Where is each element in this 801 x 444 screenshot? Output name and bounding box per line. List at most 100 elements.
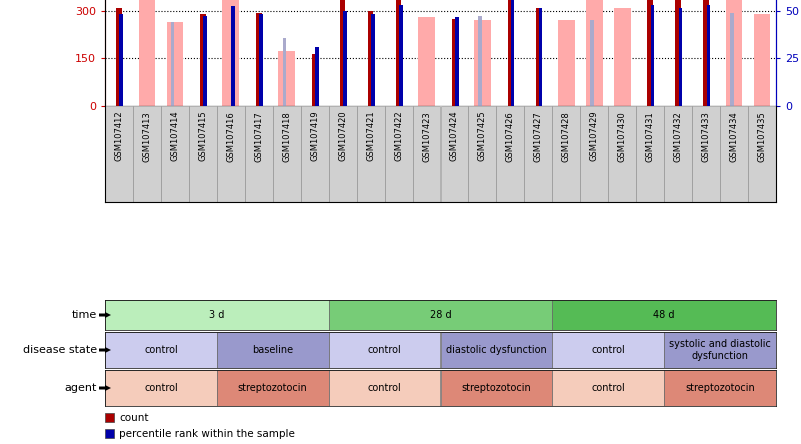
- Bar: [105, 332, 217, 368]
- Bar: [203, 16, 207, 106]
- Text: GSM107429: GSM107429: [590, 111, 599, 162]
- Text: GSM107426: GSM107426: [506, 111, 515, 162]
- Text: GSM107424: GSM107424: [450, 111, 459, 162]
- Bar: [312, 54, 317, 106]
- Bar: [223, 0, 239, 106]
- Text: agent: agent: [65, 383, 97, 393]
- Bar: [650, 5, 654, 106]
- Bar: [300, 106, 328, 202]
- Text: GSM107425: GSM107425: [478, 111, 487, 162]
- Bar: [328, 332, 441, 368]
- Bar: [368, 11, 373, 106]
- Bar: [748, 106, 776, 202]
- Text: control: control: [368, 345, 401, 355]
- Text: systolic and diastolic
dysfunction: systolic and diastolic dysfunction: [669, 339, 771, 361]
- Bar: [692, 106, 720, 202]
- Text: percentile rank within the sample: percentile rank within the sample: [119, 428, 295, 439]
- Bar: [590, 20, 594, 106]
- Bar: [703, 0, 709, 106]
- Bar: [441, 370, 553, 406]
- Bar: [116, 8, 122, 106]
- Text: count: count: [119, 412, 148, 423]
- Bar: [278, 51, 295, 106]
- Text: diastolic dysfunction: diastolic dysfunction: [446, 345, 547, 355]
- Bar: [217, 332, 328, 368]
- Bar: [171, 22, 175, 106]
- Bar: [553, 370, 664, 406]
- Bar: [328, 300, 553, 330]
- Bar: [167, 22, 183, 106]
- Bar: [525, 106, 553, 202]
- Bar: [614, 8, 630, 106]
- Bar: [452, 19, 457, 106]
- Bar: [283, 38, 286, 106]
- Bar: [478, 16, 482, 106]
- Text: GSM107422: GSM107422: [394, 111, 403, 162]
- Text: streptozotocin: streptozotocin: [685, 383, 755, 393]
- Bar: [730, 12, 734, 106]
- Text: control: control: [144, 383, 178, 393]
- Bar: [636, 106, 664, 202]
- Bar: [161, 106, 189, 202]
- Text: GSM107412: GSM107412: [115, 111, 123, 162]
- Bar: [455, 17, 458, 106]
- Bar: [384, 106, 413, 202]
- Text: control: control: [591, 345, 625, 355]
- Bar: [474, 20, 491, 106]
- Bar: [647, 0, 653, 106]
- Text: control: control: [368, 383, 401, 393]
- Text: time: time: [72, 310, 97, 320]
- Bar: [273, 106, 300, 202]
- Bar: [371, 14, 375, 106]
- Text: disease state: disease state: [23, 345, 97, 355]
- Bar: [553, 332, 664, 368]
- Text: control: control: [591, 383, 625, 393]
- Bar: [119, 14, 123, 106]
- Bar: [245, 106, 273, 202]
- Text: GSM107420: GSM107420: [338, 111, 347, 162]
- Bar: [260, 14, 263, 106]
- Text: GSM107434: GSM107434: [730, 111, 739, 162]
- Text: baseline: baseline: [252, 345, 293, 355]
- Bar: [133, 106, 161, 202]
- Text: GSM107427: GSM107427: [533, 111, 543, 162]
- Text: GSM107430: GSM107430: [618, 111, 626, 162]
- Text: streptozotocin: streptozotocin: [461, 383, 531, 393]
- Bar: [497, 106, 525, 202]
- Bar: [217, 370, 328, 406]
- Bar: [105, 106, 133, 202]
- Bar: [558, 20, 574, 106]
- Text: GSM107419: GSM107419: [310, 111, 319, 162]
- Text: 3 d: 3 d: [209, 310, 224, 320]
- Bar: [553, 106, 580, 202]
- Text: GSM107428: GSM107428: [562, 111, 571, 162]
- Bar: [706, 5, 710, 106]
- Text: GSM107433: GSM107433: [702, 111, 710, 162]
- Bar: [553, 300, 776, 330]
- Bar: [200, 14, 206, 106]
- Bar: [469, 106, 497, 202]
- Bar: [105, 370, 217, 406]
- Bar: [754, 14, 771, 106]
- Text: 28 d: 28 d: [429, 310, 451, 320]
- Bar: [664, 332, 776, 368]
- Bar: [105, 300, 328, 330]
- Bar: [418, 17, 435, 106]
- Bar: [608, 106, 636, 202]
- Text: GSM107431: GSM107431: [646, 111, 654, 162]
- Bar: [328, 370, 441, 406]
- Bar: [139, 0, 155, 106]
- Bar: [231, 6, 235, 106]
- Bar: [399, 5, 403, 106]
- Bar: [675, 0, 681, 106]
- Bar: [189, 106, 217, 202]
- Bar: [396, 0, 401, 106]
- Text: GSM107414: GSM107414: [171, 111, 179, 162]
- Bar: [256, 12, 262, 106]
- Text: GSM107432: GSM107432: [674, 111, 682, 162]
- Text: GSM107435: GSM107435: [758, 111, 767, 162]
- Text: GSM107415: GSM107415: [199, 111, 207, 162]
- Bar: [217, 106, 245, 202]
- Text: GSM107413: GSM107413: [143, 111, 151, 162]
- Bar: [539, 8, 542, 106]
